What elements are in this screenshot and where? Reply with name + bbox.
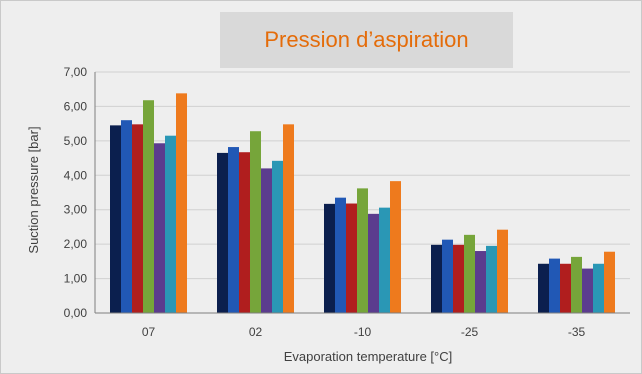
bar: [571, 256, 582, 313]
bar: [357, 188, 368, 313]
bar: [582, 268, 593, 313]
bar: [272, 160, 283, 313]
y-tick-label: 2,00: [64, 237, 88, 251]
x-tick-labels: 07 02 -10 -25 -35: [142, 325, 586, 339]
y-axis-title: Suction pressure [bar]: [26, 126, 41, 253]
bar: [143, 100, 154, 313]
bar: [239, 152, 250, 313]
y-tick-label: 7,00: [64, 65, 88, 79]
bar: [283, 124, 294, 314]
y-tick-label: 5,00: [64, 134, 88, 148]
bar: [217, 152, 228, 313]
y-tick-label: 6,00: [64, 99, 88, 113]
y-tick-labels: 0,00 1,00 2,00 3,00 4,00 5,00 6,00 7,00: [64, 65, 88, 320]
y-tick-label: 4,00: [64, 168, 88, 182]
bar: [604, 251, 615, 313]
x-tick-label: -10: [354, 325, 372, 339]
bar: [110, 125, 121, 313]
x-tick-label: -25: [461, 325, 479, 339]
bar: [475, 251, 486, 313]
bar: [368, 213, 379, 313]
bar: [250, 131, 261, 313]
bar: [176, 93, 187, 314]
bar: [442, 239, 453, 313]
chart-title-box: Pression d’aspiration: [220, 12, 513, 68]
x-tick-label: 02: [249, 325, 263, 339]
bar: [464, 234, 475, 313]
bar: [379, 207, 390, 313]
bar: [121, 120, 132, 313]
y-tick-label: 0,00: [64, 306, 88, 320]
y-tick-label: 1,00: [64, 272, 88, 286]
axes: [94, 72, 630, 314]
bar: [390, 181, 401, 313]
bar: [261, 168, 272, 313]
bars: [110, 93, 615, 314]
bar: [549, 258, 560, 313]
bar: [486, 245, 497, 313]
bar: [431, 244, 442, 313]
x-tick-label: -35: [568, 325, 586, 339]
bar: [497, 229, 508, 313]
bar: [335, 197, 346, 313]
bar: [593, 263, 604, 313]
x-axis-title: Evaporation temperature [°C]: [284, 349, 453, 364]
bar: [132, 124, 143, 314]
bar: [228, 147, 239, 313]
bar: [453, 244, 464, 313]
chart-title: Pression d’aspiration: [264, 27, 469, 52]
bar: [154, 143, 165, 313]
bar: [346, 203, 357, 313]
bar: [324, 203, 335, 313]
x-tick-label: 07: [142, 325, 156, 339]
y-tick-label: 3,00: [64, 203, 88, 217]
bar: [560, 263, 571, 313]
bar: [165, 135, 176, 313]
bar: [538, 263, 549, 313]
